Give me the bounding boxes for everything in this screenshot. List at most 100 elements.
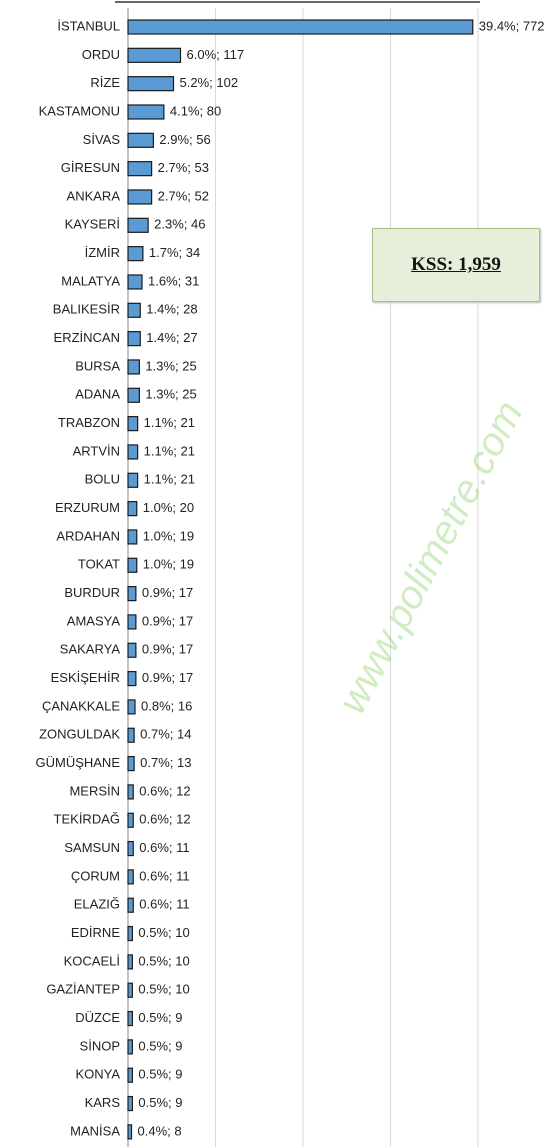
data-label: 0.6%; 11 (139, 868, 189, 883)
bar (127, 585, 137, 602)
y-tick-label: ELAZIĞ (74, 897, 120, 912)
data-label: 1.4%; 27 (146, 330, 197, 345)
data-label: 0.5%; 9 (138, 1038, 182, 1053)
bar (127, 1039, 133, 1055)
y-tick-label: BURDUR (64, 585, 120, 600)
data-label: 0.5%; 10 (138, 925, 189, 940)
bar (127, 670, 137, 687)
y-tick-label: TEKİRDAĞ (54, 812, 120, 827)
data-label: 0.9%; 17 (142, 642, 193, 657)
data-label: 0.6%; 12 (139, 812, 190, 827)
bar (127, 444, 139, 460)
y-tick-label: BOLU (85, 472, 120, 487)
y-tick-label: AMASYA (67, 613, 121, 628)
bar (127, 274, 143, 290)
data-label: 2.7%; 53 (158, 160, 209, 175)
annotation: KSS: 1,959 (372, 228, 540, 302)
data-label: 1.3%; 25 (145, 358, 196, 373)
y-tick-label: RİZE (90, 75, 120, 90)
bar (127, 1095, 133, 1112)
bar (127, 642, 137, 658)
bar (127, 1067, 133, 1083)
bar (127, 217, 149, 233)
bar (127, 755, 135, 772)
y-tick-label: TOKAT (78, 557, 120, 572)
data-label: 0.6%; 11 (139, 897, 189, 912)
y-tick-label: BURSA (75, 358, 120, 373)
y-tick-label: ZONGULDAK (39, 727, 120, 742)
bar (127, 189, 153, 205)
y-tick-label: ÇANAKKALE (42, 698, 120, 713)
data-label: 0.9%; 17 (142, 613, 193, 628)
y-tick-label: ARTVİN (73, 443, 120, 458)
data-label: 0.5%; 9 (138, 1095, 182, 1110)
bar (127, 246, 144, 262)
bar (127, 47, 182, 63)
y-tick-label: İSTANBUL (57, 18, 120, 33)
y-tick-label: KASTAMONU (39, 103, 120, 118)
data-label: 0.7%; 14 (140, 727, 191, 742)
data-label: 0.5%; 9 (138, 1067, 182, 1082)
data-label: 1.0%; 20 (143, 500, 194, 515)
bar (127, 302, 141, 318)
bar (127, 982, 133, 998)
bar (127, 954, 133, 970)
bar (127, 132, 154, 148)
data-label: 0.7%; 13 (140, 755, 191, 770)
data-label: 5.2%; 102 (180, 75, 239, 90)
bar (127, 1124, 133, 1140)
bar (127, 1010, 133, 1027)
bar (127, 387, 140, 403)
bar (127, 359, 140, 375)
bar (127, 784, 134, 800)
y-tick-label: ESKİŞEHİR (51, 670, 120, 685)
bar (127, 897, 134, 913)
data-label: 0.5%; 9 (138, 1010, 182, 1025)
y-tick-label: İZMİR (85, 245, 120, 260)
data-label: 1.4%; 28 (146, 302, 197, 317)
bar (127, 869, 134, 885)
y-tick-label: GAZİANTEP (46, 982, 120, 997)
y-tick-label: SAMSUN (64, 840, 120, 855)
y-tick-label: ÇORUM (71, 868, 120, 883)
y-tick-label: SAKARYA (60, 642, 121, 657)
data-label: 6.0%; 117 (187, 47, 245, 62)
y-tick-label: MALATYA (61, 273, 120, 288)
data-label: 0.9%; 17 (142, 670, 193, 685)
data-label: 2.9%; 56 (159, 132, 210, 147)
bar (127, 840, 134, 857)
data-label: 1.1%; 21 (144, 443, 195, 458)
data-label: 1.6%; 31 (148, 273, 199, 288)
data-label: 2.3%; 46 (154, 217, 205, 232)
bar (127, 76, 175, 92)
bar (127, 529, 138, 545)
y-tick-label: ADANA (75, 387, 120, 402)
y-tick-label: ANKARA (67, 188, 121, 203)
data-label: 0.4%; 8 (138, 1123, 182, 1138)
bar (127, 472, 139, 488)
bar (127, 161, 153, 177)
y-tick-label: BALIKESİR (53, 302, 120, 317)
bar (127, 727, 135, 743)
data-label: 1.1%; 21 (144, 472, 195, 487)
y-tick-label: ERZİNCAN (54, 330, 120, 345)
y-tick-label: MERSİN (69, 783, 120, 798)
bar (127, 699, 136, 715)
bar (127, 812, 134, 828)
data-label: 1.0%; 19 (143, 557, 194, 572)
y-tick-label: KOCAELİ (64, 953, 120, 968)
data-label: 0.6%; 12 (139, 783, 190, 798)
bar (127, 416, 139, 432)
data-label: 39.4%; 772 (479, 18, 545, 33)
data-label: 2.7%; 52 (158, 188, 209, 203)
y-tick-label: KAYSERİ (65, 217, 120, 232)
y-tick-label: GİRESUN (61, 160, 120, 175)
y-tick-label: KARS (85, 1095, 121, 1110)
data-label: 1.7%; 34 (149, 245, 200, 260)
y-tick-label: ORDU (82, 47, 120, 62)
data-label: 0.9%; 17 (142, 585, 193, 600)
bar (127, 925, 133, 942)
bar (127, 331, 141, 347)
